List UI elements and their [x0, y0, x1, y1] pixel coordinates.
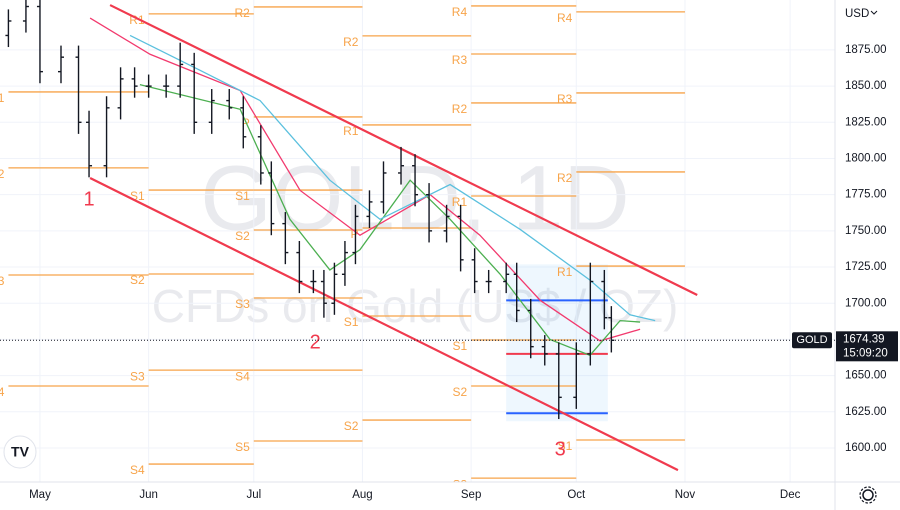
moving-average	[89, 17, 641, 342]
pivot-label: S1	[0, 91, 5, 105]
pivot-label: P	[350, 227, 358, 241]
pivot-label: R2	[343, 35, 359, 49]
pivot-label: S2	[130, 273, 145, 287]
pivot-label: R1	[557, 265, 573, 279]
y-tick-label: 1800.00	[845, 153, 887, 165]
pivot-label: S2	[0, 167, 5, 181]
symbol-tag	[792, 332, 832, 349]
y-tick-label: 1600.00	[845, 442, 887, 454]
y-tick-label: 1650.00	[845, 370, 887, 382]
pivot-label: S4	[0, 385, 5, 399]
plot-area: S1S2S3S4R1S1S2S3S4R2PS1S2S3S4S5R2R1PS1S2…	[0, 0, 835, 491]
pivot-label: R4	[452, 5, 468, 19]
pivot-label: R2	[452, 102, 468, 116]
currency[interactable]: USD	[845, 8, 869, 20]
y-tick-label: 1725.00	[845, 261, 887, 273]
price-tag	[836, 331, 898, 362]
y-tick-label: 1700.00	[845, 297, 887, 309]
annotation: 2	[310, 331, 321, 353]
y-tick-label: 1625.00	[845, 406, 887, 418]
pivot-label: R4	[557, 11, 573, 25]
tv-logo: TV	[3, 435, 37, 469]
x-tick-label: Jun	[139, 489, 158, 501]
pivot-label: S2	[452, 385, 467, 399]
pivot-label: R2	[557, 171, 573, 185]
symbol-label: GOLD	[796, 334, 827, 346]
svg-text:TV: TV	[11, 444, 30, 460]
currency-caret[interactable]	[870, 10, 878, 15]
y-tick-label: 1825.00	[845, 116, 887, 128]
x-tick-label: Sep	[461, 489, 481, 501]
trend-line	[109, 4, 698, 296]
pivot-label: R1	[452, 195, 468, 209]
x-tick-label: Dec	[780, 489, 801, 501]
pivot-label: S1	[344, 315, 359, 329]
pivot-label: S1	[235, 189, 250, 203]
y-tick-label: 1850.00	[845, 80, 887, 92]
pivot-label: R3	[557, 92, 573, 106]
moving-average	[139, 84, 641, 357]
pivot-label: S2	[344, 419, 359, 433]
pivot-label: S4	[235, 369, 250, 383]
pivot-label: S2	[235, 229, 250, 243]
y-tick-label: 1750.00	[845, 225, 887, 237]
pivot-label: R1	[343, 124, 359, 138]
y-tick-label: 1875.00	[845, 44, 887, 56]
y-tick-label: 1775.00	[845, 189, 887, 201]
countdown-label: 15:09:20	[843, 347, 888, 359]
pivot-label: S4	[130, 463, 145, 477]
annotation: 3	[555, 438, 566, 460]
annotation: 1	[83, 188, 94, 210]
pivot-label: S1	[558, 439, 573, 453]
x-tick-label: Nov	[675, 489, 696, 501]
pivot-label: S5	[235, 440, 250, 454]
price-label: 1674.39	[843, 333, 885, 345]
pivot-label: S3	[452, 477, 467, 491]
pivot-label: S3	[0, 274, 5, 288]
pivot-label: S1	[452, 339, 467, 353]
x-tick-label: Jul	[246, 489, 261, 501]
pivot-label: S3	[130, 369, 145, 383]
trend-line	[89, 177, 679, 472]
settings-icon[interactable]	[859, 486, 877, 504]
x-tick-label: Aug	[352, 489, 372, 501]
pivot-label: S3	[235, 297, 250, 311]
pivot-label: R3	[452, 53, 468, 67]
x-tick-label: Oct	[567, 489, 586, 501]
pivot-label: R2	[234, 6, 250, 20]
x-tick-label: May	[29, 489, 51, 501]
